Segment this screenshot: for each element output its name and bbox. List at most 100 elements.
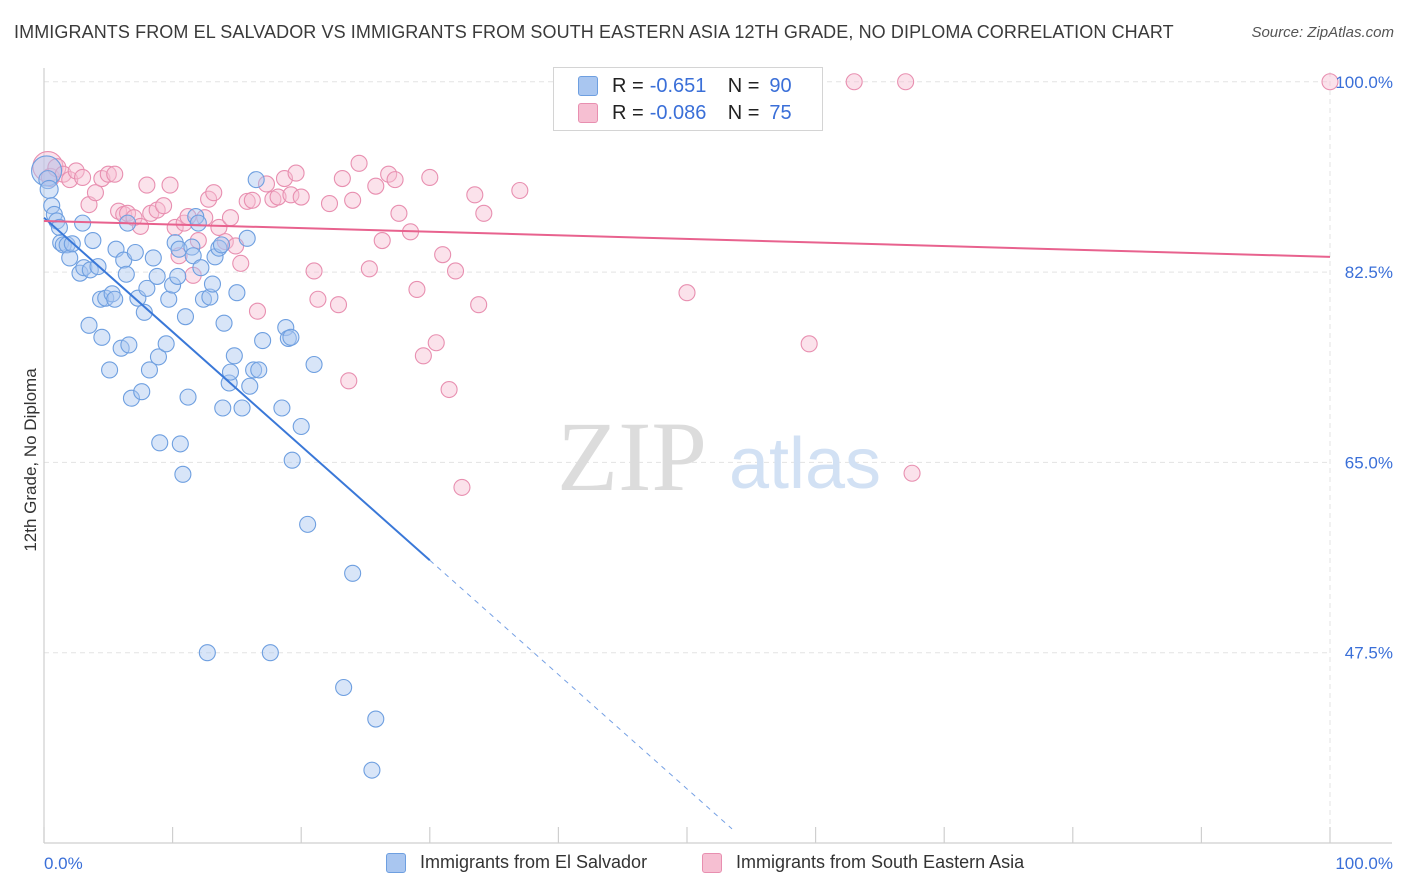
data-point (453, 478, 471, 496)
data-point (61, 171, 79, 189)
data-point (470, 296, 488, 314)
data-point (184, 247, 202, 265)
data-point (221, 363, 240, 381)
data-point (166, 218, 184, 237)
legend-row-south-eastern-asia: R = -0.086 N = 75 (578, 100, 792, 126)
series-south-eastern-asia (32, 73, 1339, 496)
tick-labels: 100.0% 82.5% 65.0% 47.5% 0.0% 100.0% (44, 73, 1393, 873)
data-point (101, 361, 119, 379)
data-point (238, 192, 256, 210)
data-point (845, 73, 863, 91)
data-point (138, 279, 156, 297)
data-point (363, 761, 381, 779)
data-point (678, 284, 696, 302)
data-point (214, 399, 232, 417)
data-point (228, 284, 246, 302)
data-point (74, 168, 92, 186)
data-point (135, 303, 153, 321)
watermark: ZIP atlas (557, 401, 881, 512)
data-point (106, 165, 124, 183)
data-point (148, 267, 166, 285)
data-point (440, 380, 458, 399)
data-point (201, 288, 219, 306)
data-point (198, 644, 216, 662)
data-point (189, 231, 207, 250)
data-point (122, 389, 140, 407)
data-point (233, 399, 251, 417)
data-point (1321, 73, 1339, 91)
data-point (292, 188, 310, 206)
data-point (897, 73, 915, 91)
data-point (138, 176, 156, 194)
trend-lines (43, 216, 1331, 830)
data-point (250, 361, 268, 379)
data-point (179, 388, 197, 406)
watermark-atlas: atlas (729, 424, 881, 504)
data-point (287, 164, 305, 182)
data-point (248, 302, 267, 320)
watermark-zip: ZIP (557, 401, 707, 512)
bottom-legend-label: Immigrants from El Salvador (420, 852, 648, 872)
bottom-legend-el-salvador: Immigrants from El Salvador (386, 852, 647, 873)
legend-swatch-pink (578, 103, 598, 123)
data-point (350, 154, 368, 172)
data-point (903, 464, 921, 482)
legend-n-value: 75 (769, 101, 792, 124)
data-point (511, 181, 529, 200)
data-point (126, 243, 144, 262)
data-point (183, 238, 201, 256)
data-point (257, 175, 276, 193)
data-point (151, 434, 169, 452)
data-point (386, 171, 404, 189)
data-point (329, 296, 348, 314)
data-point (390, 204, 408, 222)
data-point (269, 188, 287, 206)
trend-line-el-salvador (43, 216, 431, 561)
data-point (800, 335, 818, 353)
data-point (144, 249, 162, 267)
data-point (344, 191, 362, 209)
data-point (160, 290, 178, 308)
data-point (408, 280, 426, 299)
y-tick-label: 47.5% (1345, 644, 1393, 663)
data-point (340, 372, 358, 390)
data-point (205, 184, 223, 202)
data-point (212, 236, 231, 254)
data-point (309, 290, 327, 308)
data-point (194, 290, 213, 308)
legend-n-label: N = (727, 74, 760, 97)
data-point (282, 186, 300, 204)
data-point (238, 229, 256, 247)
y-tick-label: 65.0% (1345, 453, 1393, 472)
data-point (192, 259, 210, 277)
data-point (117, 265, 135, 283)
data-point (241, 377, 259, 395)
data-point (367, 177, 385, 195)
data-point (171, 435, 189, 453)
data-point (106, 290, 124, 308)
data-point (61, 249, 79, 267)
data-point (427, 334, 445, 352)
data-point (84, 231, 102, 250)
data-point (282, 328, 300, 346)
data-point (133, 383, 151, 401)
legend-row-el-salvador: R = -0.651 N = 90 (578, 73, 792, 99)
data-point (170, 247, 188, 265)
data-point (86, 184, 104, 202)
data-point (421, 168, 439, 186)
bottom-legend-swatch-pink (702, 852, 722, 873)
data-point (203, 275, 222, 293)
data-point (333, 169, 351, 188)
data-point (164, 276, 182, 294)
correlation-legend: R = -0.651 N = 90 R = -0.086 N = 75 (553, 67, 823, 131)
data-point (277, 318, 295, 337)
legend-r-value: -0.651 (649, 74, 707, 97)
data-point (466, 186, 484, 204)
data-point (245, 361, 263, 379)
legend-n-value: 90 (769, 74, 792, 97)
data-point (261, 644, 279, 662)
legend-swatch-blue (578, 76, 598, 96)
data-point (215, 314, 233, 332)
data-point (210, 218, 228, 237)
